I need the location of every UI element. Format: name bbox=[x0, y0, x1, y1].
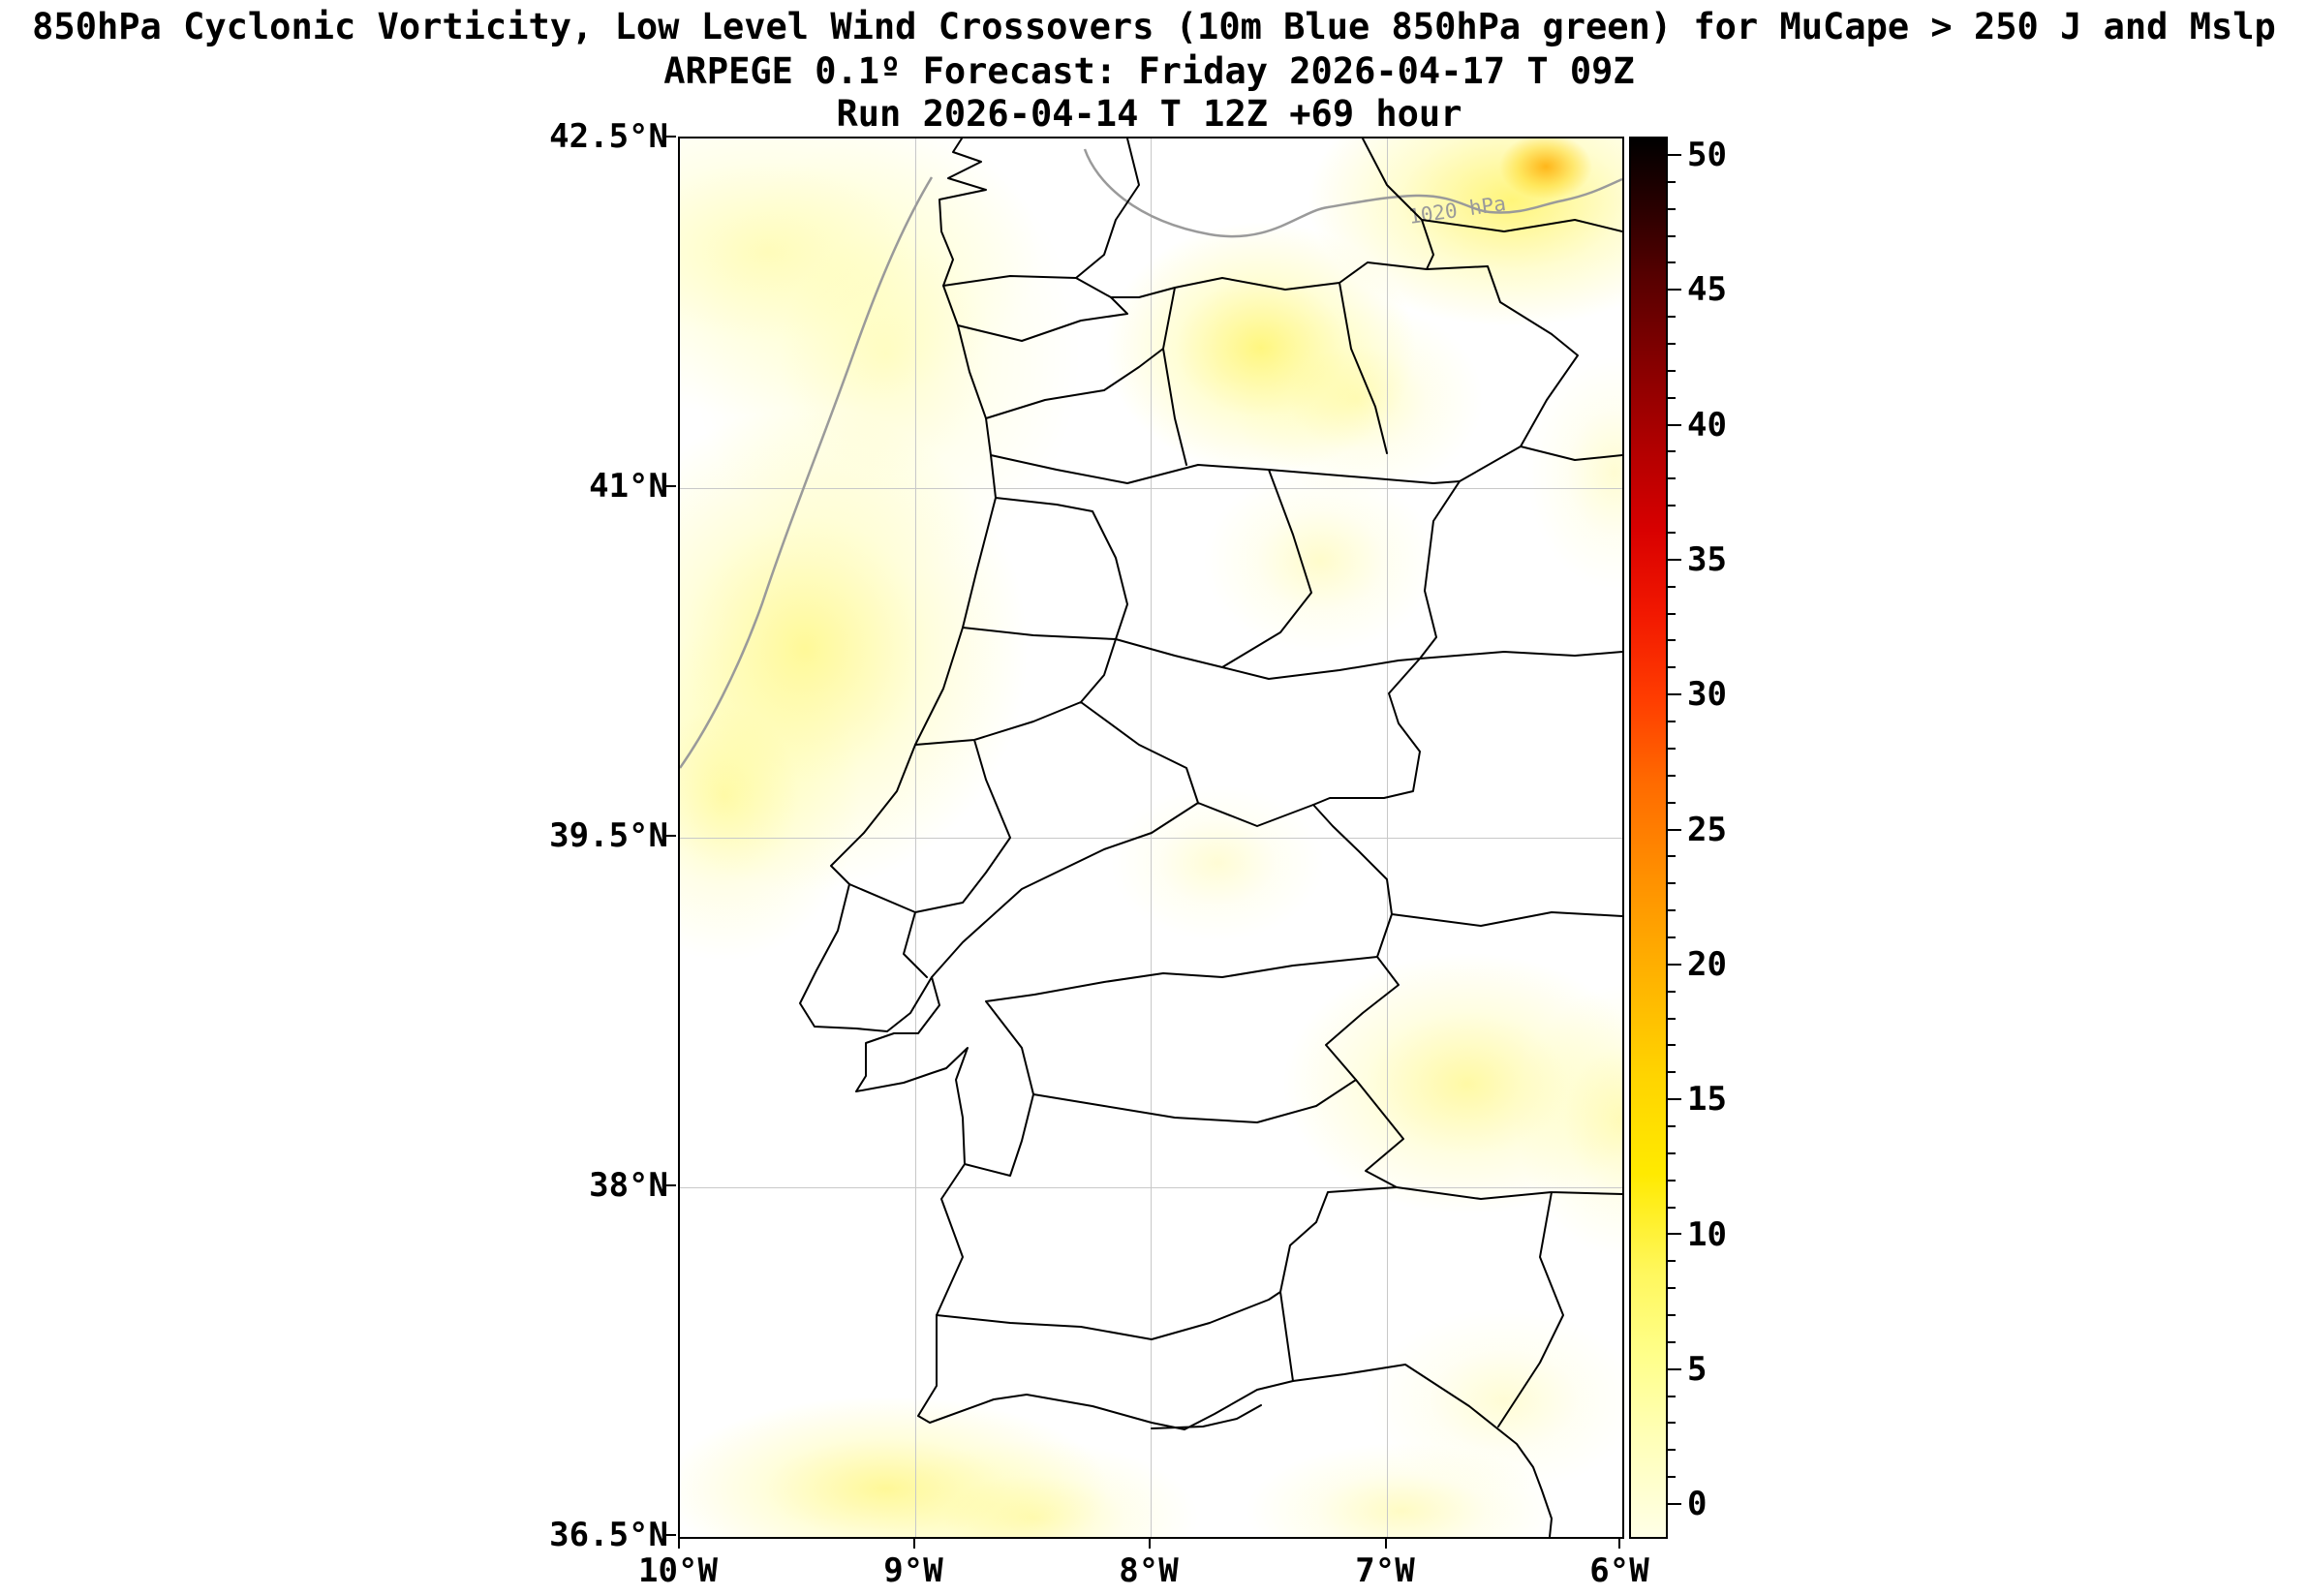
colorbar-major-tick bbox=[1668, 423, 1681, 426]
colorbar-minor-tick bbox=[1668, 1476, 1676, 1479]
colorbar-minor-tick bbox=[1668, 396, 1676, 399]
lat-tick bbox=[664, 1534, 676, 1536]
colorbar-minor-tick bbox=[1668, 1340, 1676, 1343]
colorbar-minor-tick bbox=[1668, 477, 1676, 480]
colorbar-minor-tick bbox=[1668, 1124, 1676, 1127]
lon-tick bbox=[1149, 1537, 1151, 1549]
colorbar-minor-tick bbox=[1668, 532, 1676, 535]
lon-tick bbox=[678, 1537, 680, 1549]
isobar-1020-west bbox=[680, 176, 934, 769]
colorbar-tick-label: 40 bbox=[1687, 406, 1727, 445]
colorbar-minor-tick bbox=[1668, 801, 1676, 804]
lat-tick bbox=[664, 485, 676, 487]
colorbar-tick-label: 25 bbox=[1687, 811, 1727, 849]
colorbar-minor-tick bbox=[1668, 316, 1676, 319]
colorbar-minor-tick bbox=[1668, 1449, 1676, 1452]
lat-tick bbox=[664, 1184, 676, 1186]
lat-tick-label: 41°N bbox=[589, 467, 668, 506]
chart-title-line2: ARPEGE 0.1º Forecast: Friday 2026-04-17 … bbox=[663, 50, 1635, 92]
colorbar-minor-tick bbox=[1668, 1179, 1676, 1182]
colorbar-tick-label: 5 bbox=[1687, 1350, 1708, 1389]
gridline-lon-8W bbox=[1151, 138, 1152, 1537]
colorbar-tick-label: 20 bbox=[1687, 945, 1727, 984]
colorbar-major-tick bbox=[1668, 1503, 1681, 1505]
colorbar-minor-tick bbox=[1668, 1422, 1676, 1425]
colorbar-major-tick bbox=[1668, 1098, 1681, 1101]
colorbar-minor-tick bbox=[1668, 990, 1676, 993]
colorbar-tick-label: 50 bbox=[1687, 136, 1727, 174]
lat-tick-label: 36.5°N bbox=[549, 1516, 668, 1554]
lon-tick bbox=[1385, 1537, 1387, 1549]
lat-tick-label: 39.5°N bbox=[549, 816, 668, 855]
colorbar-minor-tick bbox=[1668, 585, 1676, 588]
lon-tick-label: 8°W bbox=[1119, 1551, 1179, 1590]
colorbar-minor-tick bbox=[1668, 1071, 1676, 1074]
colorbar-minor-tick bbox=[1668, 612, 1676, 615]
colorbar-minor-tick bbox=[1668, 1287, 1676, 1290]
colorbar-tick-label: 45 bbox=[1687, 270, 1727, 309]
colorbar-minor-tick bbox=[1668, 505, 1676, 507]
colorbar-minor-tick bbox=[1668, 343, 1676, 346]
colorbar-minor-tick bbox=[1668, 180, 1676, 183]
colorbar-minor-tick bbox=[1668, 369, 1676, 372]
colorbar-minor-tick bbox=[1668, 1395, 1676, 1397]
chart-title-line1: 850hPa Cyclonic Vorticity, Low Level Win… bbox=[32, 6, 2276, 47]
colorbar-minor-tick bbox=[1668, 1017, 1676, 1020]
lat-tick-label: 38°N bbox=[589, 1166, 668, 1205]
coastline-path bbox=[799, 138, 1553, 1537]
colorbar-major-tick bbox=[1668, 963, 1681, 966]
lat-tick bbox=[664, 136, 676, 138]
gridline-lon-7W bbox=[1387, 138, 1388, 1537]
colorbar-major-tick bbox=[1668, 1233, 1681, 1236]
lat-tick-label: 42.5°N bbox=[549, 117, 668, 156]
map-plot: 1020 hPa bbox=[678, 137, 1624, 1539]
lon-tick-label: 10°W bbox=[638, 1551, 718, 1590]
lon-tick bbox=[1618, 1537, 1620, 1549]
colorbar-minor-tick bbox=[1668, 261, 1676, 264]
colorbar-major-tick bbox=[1668, 828, 1681, 831]
colorbar-major-tick bbox=[1668, 693, 1681, 696]
lon-tick bbox=[913, 1537, 915, 1549]
colorbar-minor-tick bbox=[1668, 234, 1676, 237]
colorbar-tick-label: 10 bbox=[1687, 1215, 1727, 1254]
colorbar-minor-tick bbox=[1668, 1044, 1676, 1047]
colorbar-major-tick bbox=[1668, 1367, 1681, 1370]
colorbar-minor-tick bbox=[1668, 1151, 1676, 1154]
isobar-1020-north bbox=[1083, 148, 1622, 238]
colorbar-minor-tick bbox=[1668, 1260, 1676, 1263]
chart-title-line3: Run 2026-04-14 T 12Z +69 hour bbox=[836, 93, 1462, 135]
colorbar-minor-tick bbox=[1668, 909, 1676, 912]
colorbar-minor-tick bbox=[1668, 774, 1676, 777]
colorbar-minor-tick bbox=[1668, 855, 1676, 858]
colorbar-minor-tick bbox=[1668, 721, 1676, 723]
colorbar-tick-label: 15 bbox=[1687, 1080, 1727, 1119]
gridline-lon-9W bbox=[915, 138, 916, 1537]
map-boundaries bbox=[799, 138, 1622, 1537]
colorbar bbox=[1629, 137, 1668, 1539]
lon-tick-label: 7°W bbox=[1355, 1551, 1415, 1590]
colorbar-minor-tick bbox=[1668, 207, 1676, 210]
colorbar-minor-tick bbox=[1668, 450, 1676, 453]
colorbar-major-tick bbox=[1668, 558, 1681, 561]
colorbar-minor-tick bbox=[1668, 639, 1676, 642]
spain-portugal-border-path bbox=[942, 261, 1579, 1382]
colorbar-major-tick bbox=[1668, 154, 1681, 156]
colorbar-tick-label: 0 bbox=[1687, 1485, 1708, 1523]
colorbar-minor-tick bbox=[1668, 747, 1676, 750]
colorbar-minor-tick bbox=[1668, 882, 1676, 885]
isobar-lines bbox=[680, 148, 1622, 769]
colorbar-minor-tick bbox=[1668, 1313, 1676, 1316]
colorbar-major-tick bbox=[1668, 289, 1681, 292]
colorbar-tick-label: 35 bbox=[1687, 540, 1727, 579]
colorbar-minor-tick bbox=[1668, 936, 1676, 938]
colorbar-minor-tick bbox=[1668, 666, 1676, 669]
lon-tick-label: 6°W bbox=[1589, 1551, 1649, 1590]
colorbar-minor-tick bbox=[1668, 1206, 1676, 1209]
lon-tick-label: 9°W bbox=[883, 1551, 943, 1590]
lat-tick bbox=[664, 835, 676, 837]
colorbar-tick-label: 30 bbox=[1687, 675, 1727, 714]
district-boundaries-path bbox=[848, 138, 1622, 1429]
